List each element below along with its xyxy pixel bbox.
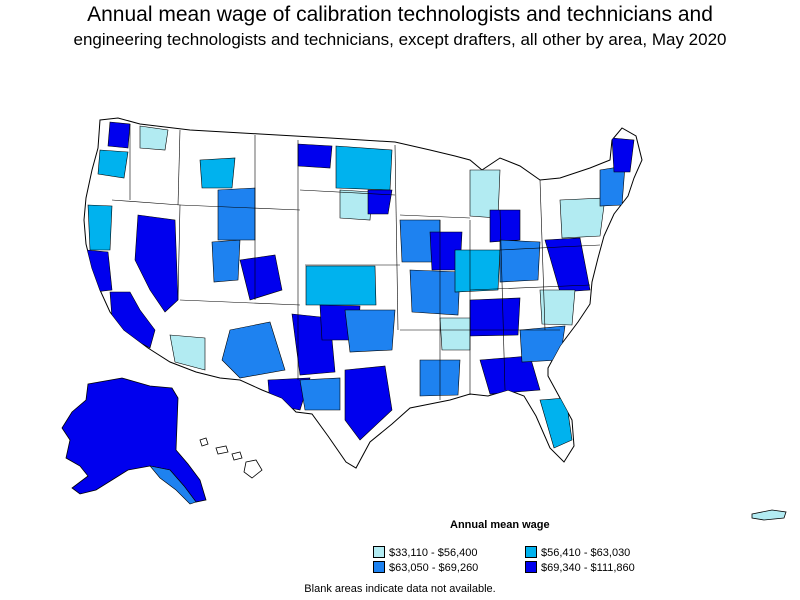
legend-item: $63,050 - $69,260: [373, 561, 478, 575]
area-region: [297, 143, 333, 169]
alaska: [61, 377, 207, 505]
area-region: [239, 254, 283, 301]
legend-label: $33,110 - $56,400: [389, 547, 478, 559]
legend-swatch: [373, 561, 385, 573]
area-region: [539, 397, 573, 449]
area-region: [559, 197, 606, 239]
area-borders: [111, 124, 601, 400]
area-region: [97, 149, 129, 179]
area-region: [519, 325, 566, 363]
legend-item: $69,340 - $111,860: [525, 561, 635, 575]
area-region: [139, 125, 169, 151]
legend-title: Annual mean wage: [450, 519, 550, 531]
hawaii: [199, 437, 263, 479]
area-region: [134, 214, 179, 313]
area-region: [439, 317, 471, 351]
legend-swatch: [525, 561, 537, 573]
area-region: [217, 187, 256, 241]
area-region: [299, 377, 341, 411]
area-region: [339, 189, 373, 221]
legend-swatch: [525, 546, 537, 558]
area-region: [87, 204, 113, 251]
legend-label: $63,050 - $69,260: [389, 562, 479, 574]
area-region: [454, 249, 501, 293]
area-regions: [85, 121, 635, 449]
area-region: [344, 309, 396, 353]
area-region: [611, 137, 635, 173]
legend-label: $69,340 - $111,860: [541, 562, 635, 574]
area-region: [199, 157, 236, 189]
area-region: [305, 265, 377, 306]
puerto-rico: [751, 509, 787, 521]
area-region: [335, 145, 393, 191]
map-title: Annual mean wage of calibration technolo…: [87, 3, 713, 26]
area-region: [489, 209, 521, 243]
area-region: [107, 121, 131, 149]
area-region: [85, 249, 113, 293]
area-region: [499, 239, 541, 283]
area-region: [367, 189, 393, 215]
area-region: [539, 289, 576, 326]
legend-item: $33,110 - $56,400: [373, 546, 477, 560]
area-region: [169, 334, 206, 371]
area-region: [479, 355, 541, 395]
area-region: [221, 321, 286, 379]
area-region: [544, 237, 591, 293]
area-region: [211, 239, 241, 283]
legend-label: $56,410 - $63,030: [541, 547, 631, 559]
area-region: [409, 269, 461, 316]
map-subtitle: engineering technologists and technician…: [73, 30, 727, 49]
legend-item: $56,410 - $63,030: [525, 546, 630, 560]
footnote: Blank areas indicate data not available.: [304, 583, 496, 595]
legend-swatch: [373, 546, 385, 558]
area-region: [344, 365, 393, 441]
